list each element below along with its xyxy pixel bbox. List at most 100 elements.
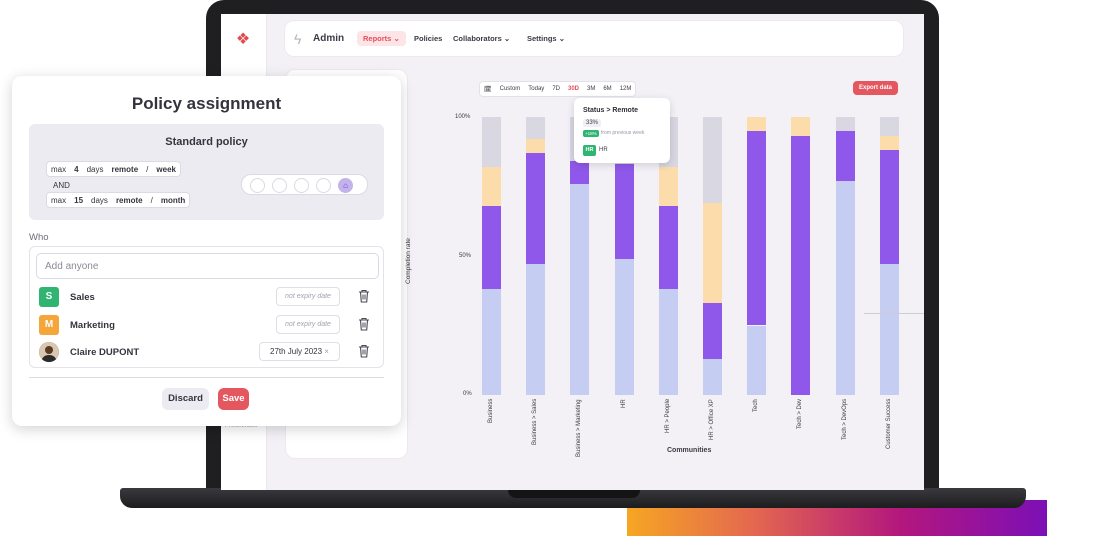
chart-bar-segment (482, 205, 501, 290)
nav-policies[interactable]: Policies (414, 34, 443, 43)
trash-icon[interactable] (358, 289, 370, 303)
chart-bar[interactable] (835, 117, 855, 395)
rule2-max: max (51, 195, 67, 205)
x-tick-label: Business > Marketing (576, 399, 583, 457)
chart-bar[interactable] (703, 117, 722, 395)
expiry-date-field[interactable]: not expiry date (276, 315, 340, 334)
chart-bar-segment (570, 183, 590, 395)
period-selector: 🗓 Custom Today 7D 30D 3M 6M 12M (479, 81, 637, 97)
chart-bar-segment (482, 117, 501, 168)
x-tick-label: HR > Office XP (709, 399, 715, 440)
period-today[interactable]: Today (528, 86, 545, 92)
y-tick-0: 0% (463, 391, 472, 397)
person-avatar-icon (39, 342, 59, 362)
chart-bar-segment (482, 289, 501, 395)
rule1-separator: / (146, 164, 149, 174)
chart-bar-segment (526, 264, 546, 395)
chart-bar-segment (835, 180, 855, 395)
chart-bar-segment (658, 205, 678, 290)
nav-settings-label: Settings (527, 34, 557, 43)
chart-bar-segment (658, 167, 678, 206)
weekday-selector: ⌂ (241, 174, 368, 195)
clear-date-icon[interactable]: × (324, 347, 329, 356)
nav-reports-label: Reports (363, 34, 392, 43)
period-6m[interactable]: 6M (603, 86, 612, 92)
x-tick-label: Customer Success (885, 398, 892, 449)
chart-bar[interactable] (526, 117, 546, 395)
list-item: M Marketing not expiry date (36, 313, 379, 337)
x-tick-label: Tech (753, 399, 760, 412)
chart-bar-segment (614, 164, 634, 259)
chart-bar-segment (703, 203, 722, 304)
export-data-button[interactable]: Export data (853, 81, 899, 95)
save-button[interactable]: Save (218, 388, 249, 410)
chart-bar[interactable] (482, 117, 501, 395)
period-3m[interactable]: 3M (587, 86, 596, 92)
weekday-dot[interactable] (250, 178, 265, 193)
policy-rule-1[interactable]: max 4 days remote / week (46, 161, 181, 177)
chart-gridline (864, 313, 924, 314)
x-tick-label: Tech > DevOps (841, 398, 848, 440)
rule1-max: max (51, 164, 67, 174)
nav-reports[interactable]: Reports ⌄ (357, 31, 406, 46)
tooltip-team-name: HR (599, 147, 608, 153)
period-30d[interactable]: 30D (567, 86, 579, 92)
chart-bar-segment (614, 258, 634, 395)
add-anyone-input[interactable]: Add anyone (36, 253, 379, 279)
rule-and-label: AND (53, 181, 70, 190)
list-item: Claire DUPONT 27th July 2023 × (36, 340, 379, 364)
chart-bar-segment (747, 130, 767, 326)
chart-bar-segment (526, 117, 546, 140)
discard-button[interactable]: Discard (162, 388, 209, 410)
policy-assignment-modal: Policy assignment Standard policy max 4 … (12, 76, 401, 426)
laptop-notch (508, 488, 640, 498)
sidebar-item-preferences[interactable]: Preferences (225, 423, 258, 429)
rule1-type: remote (111, 164, 139, 174)
modal-title: Policy assignment (131, 94, 282, 113)
calendar-icon: 🗓 (484, 86, 492, 93)
weekday-dot[interactable] (294, 178, 309, 193)
trash-icon[interactable] (358, 317, 370, 331)
rule2-count: 15 (74, 195, 84, 205)
nav-collaborators[interactable]: Collaborators ⌄ (453, 34, 510, 43)
bolt-icon: ϟ (294, 31, 302, 47)
chevron-down-icon: ⌄ (558, 34, 565, 43)
chart-bar-segment (879, 136, 899, 151)
weekday-dot[interactable] (272, 178, 287, 193)
period-custom[interactable]: Custom (499, 86, 521, 92)
chart-bar-segment (747, 325, 767, 395)
chart-bar-segment (703, 358, 722, 395)
tooltip-change-badge: +18% (583, 130, 599, 137)
chart-bar-segment (658, 289, 678, 395)
policy-rule-2[interactable]: max 15 days remote / month (46, 192, 191, 208)
chart-bar-segment (879, 150, 899, 265)
expiry-date-field[interactable]: 27th July 2023 × (259, 342, 340, 361)
period-12m[interactable]: 12M (619, 86, 632, 92)
nav-settings[interactable]: Settings ⌄ (527, 34, 565, 43)
tooltip-team-badge: HR (583, 145, 596, 156)
policy-box: Standard policy max 4 days remote / week… (29, 124, 384, 220)
chart-bar-segment (703, 117, 722, 204)
x-axis-title: Communities (667, 447, 712, 454)
weekday-dot[interactable] (316, 178, 331, 193)
chart-bar[interactable] (747, 117, 767, 395)
y-tick-50: 50% (459, 253, 472, 259)
expiry-date-field[interactable]: not expiry date (276, 287, 340, 306)
chart-bar[interactable] (879, 117, 899, 395)
x-tick-label: HR (620, 399, 627, 408)
chart-bar[interactable] (658, 117, 678, 395)
nav-collaborators-label: Collaborators (453, 34, 502, 43)
home-icon[interactable]: ⌂ (338, 178, 353, 193)
chart-bar-segment (747, 117, 767, 131)
chart-bar[interactable] (791, 117, 811, 395)
app-logo-icon[interactable]: ❖ (235, 31, 251, 48)
rule2-type: remote (115, 195, 143, 205)
rule2-separator: / (150, 195, 153, 205)
period-7d[interactable]: 7D (552, 86, 560, 92)
team-initial-badge: S (39, 287, 59, 307)
who-label: Who (29, 232, 49, 243)
chart-bar-segment (879, 264, 899, 395)
trash-icon[interactable] (358, 344, 370, 358)
policy-name: Standard policy (165, 136, 248, 148)
